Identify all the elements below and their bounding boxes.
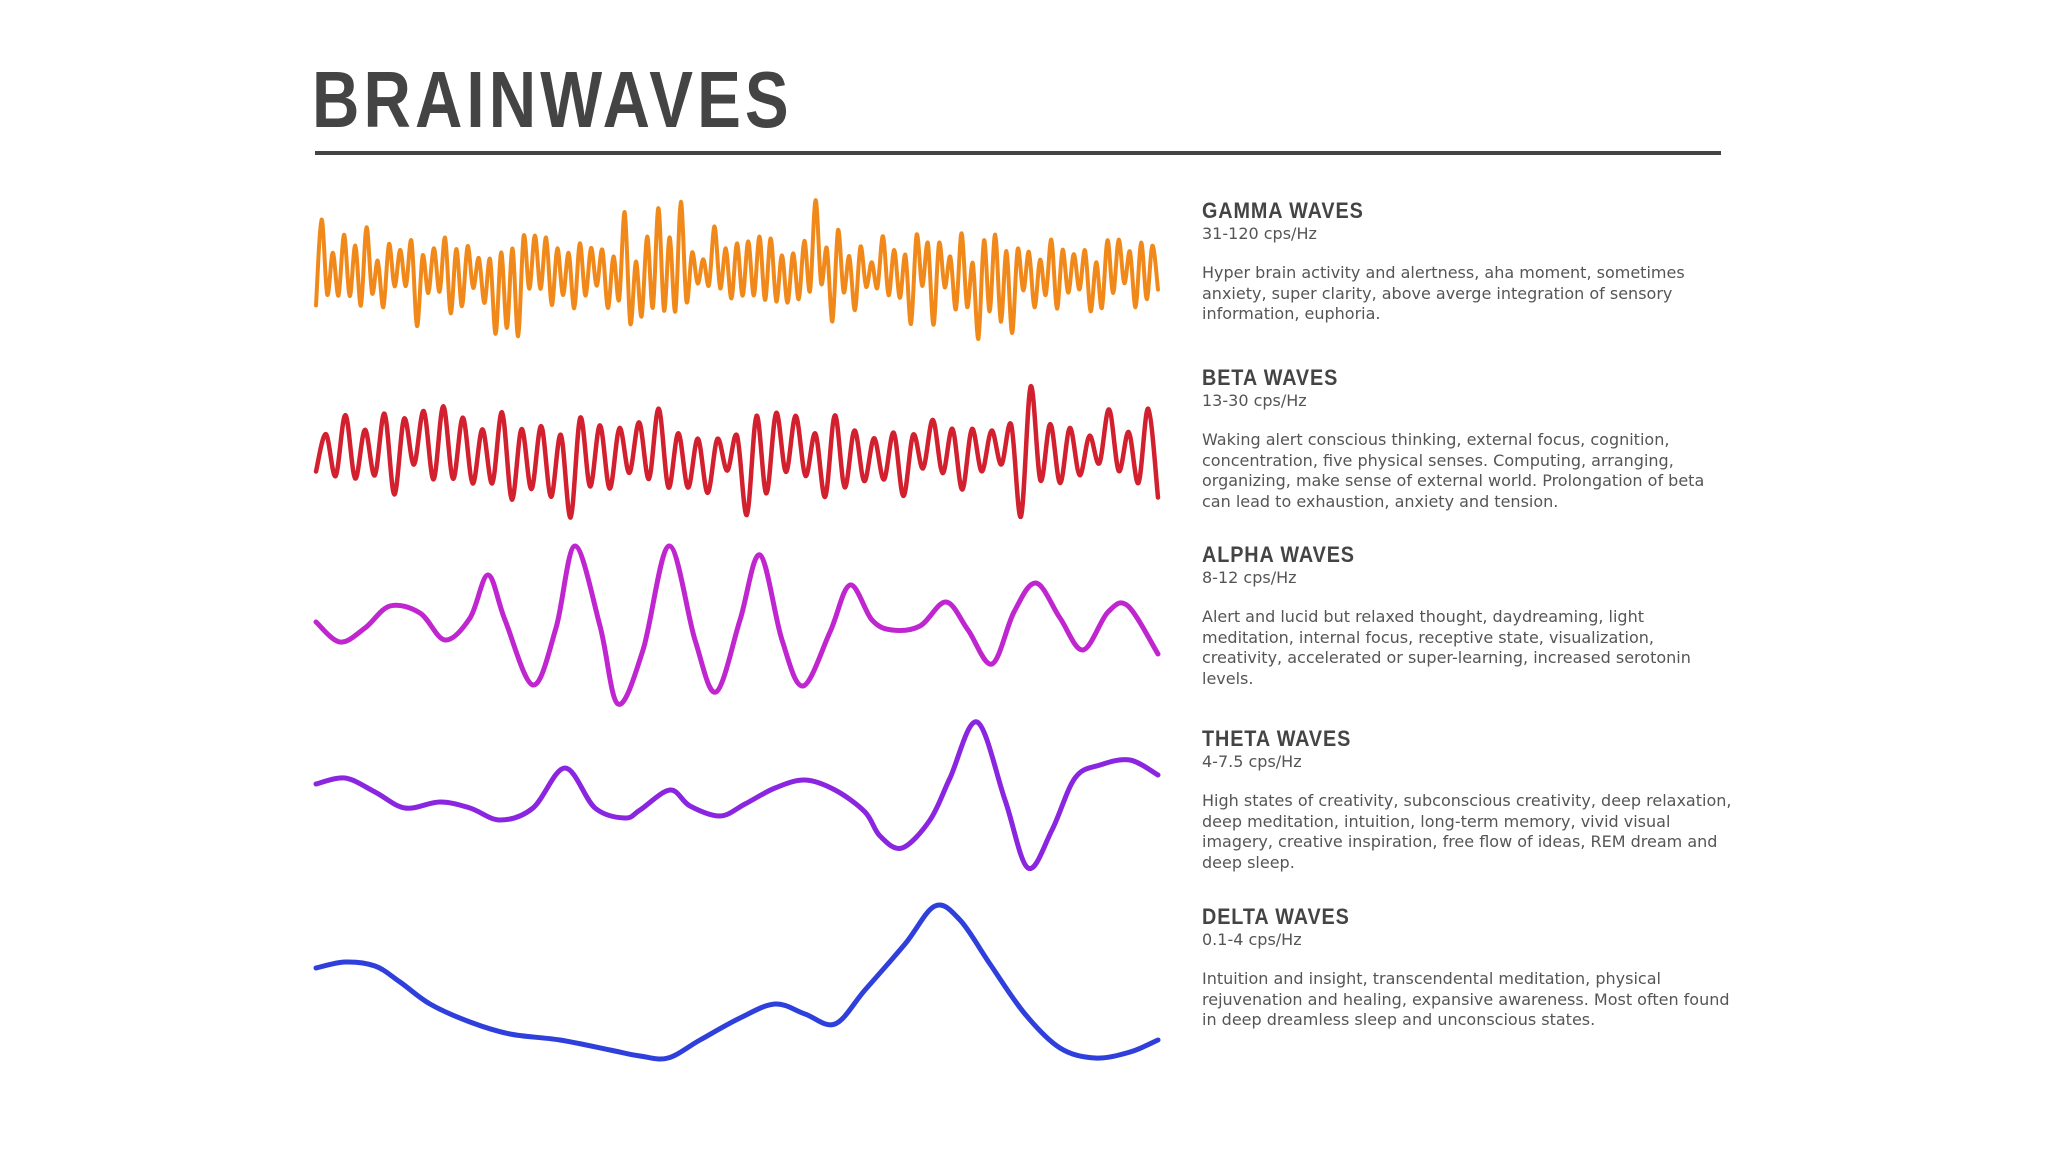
- alpha-waveform: [313, 543, 1161, 707]
- beta-description-block: BETA WAVES 13-30 cps/Hz Waking alert con…: [1202, 366, 1732, 512]
- theta-heading: THETA WAVES: [1202, 726, 1352, 751]
- theta-waveform: [313, 719, 1161, 871]
- title-divider: [315, 151, 1721, 155]
- theta-description-block: THETA WAVES 4-7.5 cps/Hz High states of …: [1202, 727, 1732, 873]
- beta-description: Waking alert conscious thinking, externa…: [1202, 430, 1705, 511]
- delta-description-block: DELTA WAVES 0.1-4 cps/Hz Intuition and i…: [1202, 905, 1732, 1031]
- theta-description: High states of creativity, subconscious …: [1202, 791, 1732, 872]
- alpha-frequency: 8-12 cps/Hz: [1202, 568, 1297, 587]
- gamma-heading: GAMMA WAVES: [1202, 198, 1364, 223]
- beta-frequency: 13-30 cps/Hz: [1202, 391, 1307, 410]
- alpha-heading: ALPHA WAVES: [1202, 542, 1355, 567]
- gamma-description-block: GAMMA WAVES 31-120 cps/Hz Hyper brain ac…: [1202, 199, 1732, 325]
- delta-frequency: 0.1-4 cps/Hz: [1202, 930, 1302, 949]
- gamma-description: Hyper brain activity and alertness, aha …: [1202, 263, 1685, 323]
- beta-waveform: [313, 384, 1161, 520]
- gamma-waveform: [314, 198, 1160, 341]
- alpha-description-block: ALPHA WAVES 8-12 cps/Hz Alert and lucid …: [1202, 543, 1732, 689]
- delta-description: Intuition and insight, transcendental me…: [1202, 969, 1730, 1029]
- page-title: BRAINWAVES: [312, 55, 793, 144]
- theta-frequency: 4-7.5 cps/Hz: [1202, 752, 1302, 771]
- gamma-frequency: 31-120 cps/Hz: [1202, 224, 1317, 243]
- delta-waveform: [313, 902, 1161, 1062]
- alpha-description: Alert and lucid but relaxed thought, day…: [1202, 607, 1691, 688]
- delta-heading: DELTA WAVES: [1202, 904, 1350, 929]
- beta-heading: BETA WAVES: [1202, 365, 1339, 390]
